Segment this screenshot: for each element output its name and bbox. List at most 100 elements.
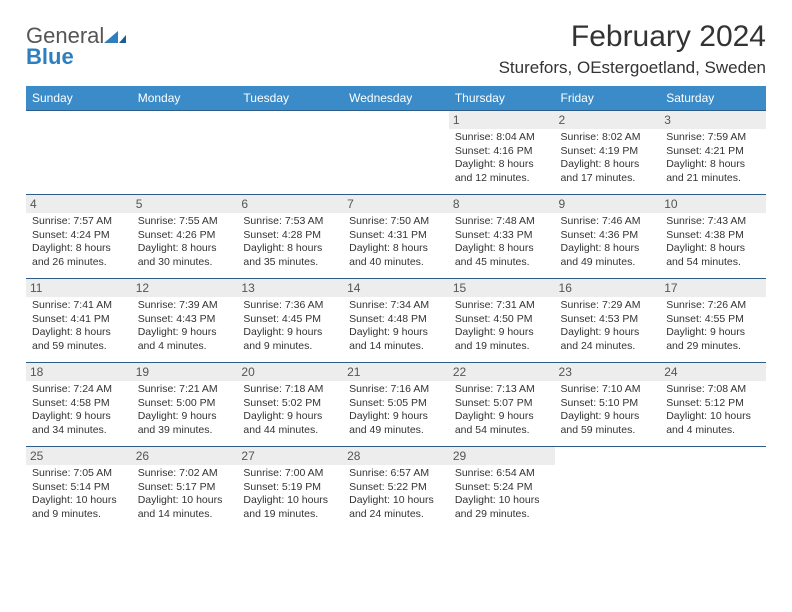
logo-text: General Blue	[26, 26, 126, 68]
day-info: Sunrise: 8:04 AMSunset: 4:16 PMDaylight:…	[455, 131, 549, 186]
day-info: Sunrise: 7:57 AMSunset: 4:24 PMDaylight:…	[32, 215, 126, 270]
day-info: Sunrise: 7:48 AMSunset: 4:33 PMDaylight:…	[455, 215, 549, 270]
month-title: February 2024	[499, 20, 766, 54]
day-number: 26	[132, 447, 238, 465]
day-header-row: Sunday Monday Tuesday Wednesday Thursday…	[26, 86, 766, 111]
day-number: 4	[26, 195, 132, 213]
day-info: Sunrise: 7:05 AMSunset: 5:14 PMDaylight:…	[32, 467, 126, 522]
day-info: Sunrise: 7:26 AMSunset: 4:55 PMDaylight:…	[666, 299, 760, 354]
day-cell: 21 Sunrise: 7:16 AMSunset: 5:05 PMDayligh…	[343, 363, 449, 447]
day-cell: 7Sunrise: 7:50 AMSunset: 4:31 PMDaylight…	[343, 195, 449, 279]
day-cell: 13Sunrise: 7:36 AMSunset: 4:45 PMDayligh…	[237, 279, 343, 363]
calendar-page: General Blue February 2024 Sturefors, OE…	[0, 0, 792, 612]
day-cell: 11 Sunrise: 7:41 AMSunset: 4:41 PMDayligh…	[26, 279, 132, 363]
day-cell: 9Sunrise: 7:46 AMSunset: 4:36 PMDaylight…	[555, 195, 661, 279]
day-cell: 28Sunrise: 6:57 AMSunset: 5:22 PMDayligh…	[343, 447, 449, 531]
day-cell: 4 Sunrise: 7:57 AMSunset: 4:24 PMDaylight…	[26, 195, 132, 279]
day-number: 17	[660, 279, 766, 297]
day-number: 22	[449, 363, 555, 381]
day-cell: 22 Sunrise: 7:13 AMSunset: 5:07 PMDayligh…	[449, 363, 555, 447]
day-info: Sunrise: 7:59 AMSunset: 4:21 PMDaylight:…	[666, 131, 760, 186]
day-number: 5	[132, 195, 238, 213]
logo: General Blue	[26, 26, 126, 68]
day-number: 7	[343, 195, 449, 213]
day-number: 6	[237, 195, 343, 213]
day-cell	[555, 447, 661, 531]
day-info: Sunrise: 7:36 AMSunset: 4:45 PMDaylight:…	[243, 299, 337, 354]
day-info: Sunrise: 7:24 AMSunset: 4:58 PMDaylight:…	[32, 383, 126, 438]
day-number: 19	[132, 363, 238, 381]
week-row: 25 Sunrise: 7:05 AMSunset: 5:14 PMDayligh…	[26, 447, 766, 531]
day-number: 16	[555, 279, 661, 297]
day-number: 25	[26, 447, 132, 465]
day-cell: 12 Sunrise: 7:39 AMSunset: 4:43 PMDayligh…	[132, 279, 238, 363]
day-number: 8	[449, 195, 555, 213]
logo-mark-icon	[104, 26, 126, 47]
day-number: 10	[660, 195, 766, 213]
day-cell: 3Sunrise: 7:59 AMSunset: 4:21 PMDaylight…	[660, 111, 766, 195]
location: Sturefors, OEstergoetland, Sweden	[499, 58, 766, 78]
day-cell: 19 Sunrise: 7:21 AMSunset: 5:00 PMDayligh…	[132, 363, 238, 447]
day-info: Sunrise: 7:55 AMSunset: 4:26 PMDaylight:…	[138, 215, 232, 270]
day-info: Sunrise: 7:41 AMSunset: 4:41 PMDaylight:…	[32, 299, 126, 354]
day-info: Sunrise: 7:02 AMSunset: 5:17 PMDaylight:…	[138, 467, 232, 522]
day-info: Sunrise: 7:46 AMSunset: 4:36 PMDaylight:…	[561, 215, 655, 270]
day-number: 11	[26, 279, 132, 297]
header: General Blue February 2024 Sturefors, OE…	[26, 20, 766, 78]
day-cell: 15 Sunrise: 7:31 AMSunset: 4:50 PMDayligh…	[449, 279, 555, 363]
day-cell: 16 Sunrise: 7:29 AMSunset: 4:53 PMDayligh…	[555, 279, 661, 363]
day-cell	[237, 111, 343, 195]
day-cell: 27 Sunrise: 7:00 AMSunset: 5:19 PMDayligh…	[237, 447, 343, 531]
day-number: 12	[132, 279, 238, 297]
day-info: Sunrise: 7:29 AMSunset: 4:53 PMDaylight:…	[561, 299, 655, 354]
week-row: 1 Sunrise: 8:04 AMSunset: 4:16 PMDaylight…	[26, 111, 766, 195]
day-info: Sunrise: 7:34 AMSunset: 4:48 PMDaylight:…	[349, 299, 443, 354]
day-cell	[26, 111, 132, 195]
day-cell: 23Sunrise: 7:10 AMSunset: 5:10 PMDayligh…	[555, 363, 661, 447]
day-number: 15	[449, 279, 555, 297]
day-info: Sunrise: 7:39 AMSunset: 4:43 PMDaylight:…	[138, 299, 232, 354]
day-info: Sunrise: 7:08 AMSunset: 5:12 PMDaylight:…	[666, 383, 760, 438]
logo-word-blue: Blue	[26, 44, 74, 69]
day-header: Wednesday	[343, 86, 449, 111]
day-cell: 18 Sunrise: 7:24 AMSunset: 4:58 PMDayligh…	[26, 363, 132, 447]
day-cell: 6 Sunrise: 7:53 AMSunset: 4:28 PMDaylight…	[237, 195, 343, 279]
calendar-body: 1 Sunrise: 8:04 AMSunset: 4:16 PMDaylight…	[26, 111, 766, 531]
day-header: Sunday	[26, 86, 132, 111]
day-number: 18	[26, 363, 132, 381]
day-cell	[660, 447, 766, 531]
day-header: Thursday	[449, 86, 555, 111]
day-header: Friday	[555, 86, 661, 111]
day-cell: 14 Sunrise: 7:34 AMSunset: 4:48 PMDayligh…	[343, 279, 449, 363]
day-cell	[132, 111, 238, 195]
day-number: 23	[555, 363, 661, 381]
day-number: 1	[449, 111, 555, 129]
day-number: 2	[555, 111, 661, 129]
day-cell: 20Sunrise: 7:18 AMSunset: 5:02 PMDayligh…	[237, 363, 343, 447]
day-info: Sunrise: 7:00 AMSunset: 5:19 PMDaylight:…	[243, 467, 337, 522]
day-info: Sunrise: 8:02 AMSunset: 4:19 PMDaylight:…	[561, 131, 655, 186]
day-cell: 10 Sunrise: 7:43 AMSunset: 4:38 PMDayligh…	[660, 195, 766, 279]
day-info: Sunrise: 6:54 AMSunset: 5:24 PMDaylight:…	[455, 467, 549, 522]
day-header: Saturday	[660, 86, 766, 111]
day-number: 21	[343, 363, 449, 381]
day-cell: 5 Sunrise: 7:55 AMSunset: 4:26 PMDaylight…	[132, 195, 238, 279]
title-block: February 2024 Sturefors, OEstergoetland,…	[499, 20, 766, 78]
day-info: Sunrise: 7:18 AMSunset: 5:02 PMDaylight:…	[243, 383, 337, 438]
day-info: Sunrise: 7:21 AMSunset: 5:00 PMDaylight:…	[138, 383, 232, 438]
day-cell: 2 Sunrise: 8:02 AMSunset: 4:19 PMDaylight…	[555, 111, 661, 195]
day-header: Monday	[132, 86, 238, 111]
day-cell: 8 Sunrise: 7:48 AMSunset: 4:33 PMDaylight…	[449, 195, 555, 279]
day-number: 27	[237, 447, 343, 465]
day-info: Sunrise: 7:53 AMSunset: 4:28 PMDaylight:…	[243, 215, 337, 270]
week-row: 4 Sunrise: 7:57 AMSunset: 4:24 PMDaylight…	[26, 195, 766, 279]
day-number: 29	[449, 447, 555, 465]
day-cell: 29 Sunrise: 6:54 AMSunset: 5:24 PMDayligh…	[449, 447, 555, 531]
day-info: Sunrise: 7:16 AMSunset: 5:05 PMDaylight:…	[349, 383, 443, 438]
day-info: Sunrise: 7:13 AMSunset: 5:07 PMDaylight:…	[455, 383, 549, 438]
day-info: Sunrise: 7:43 AMSunset: 4:38 PMDaylight:…	[666, 215, 760, 270]
day-info: Sunrise: 7:31 AMSunset: 4:50 PMDaylight:…	[455, 299, 549, 354]
day-number: 28	[343, 447, 449, 465]
calendar-table: Sunday Monday Tuesday Wednesday Thursday…	[26, 86, 766, 531]
day-number: 14	[343, 279, 449, 297]
